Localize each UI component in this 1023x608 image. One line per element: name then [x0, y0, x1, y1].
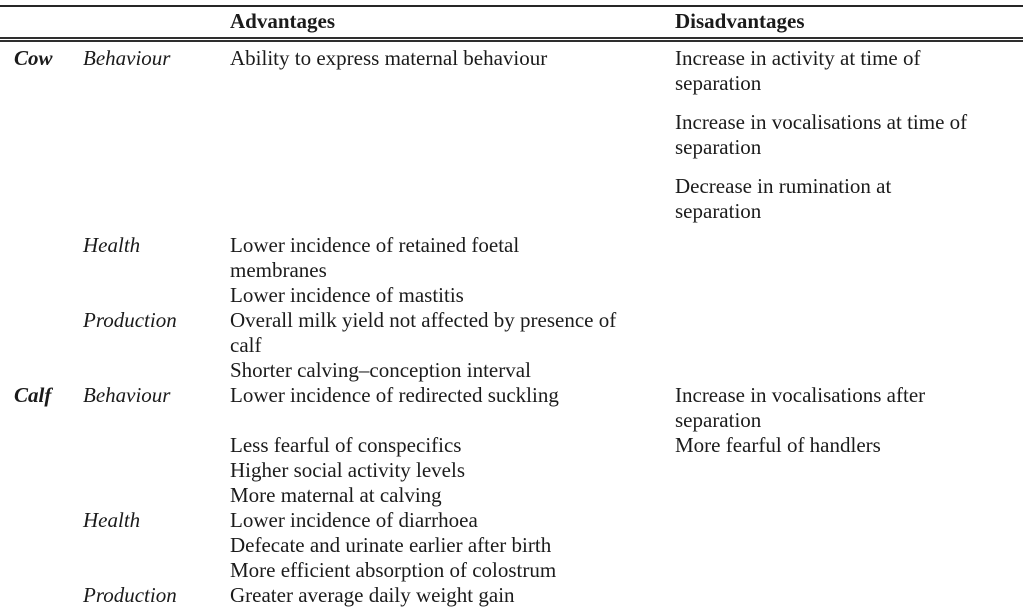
table-row: Production Greater average daily weight g…: [0, 583, 1023, 608]
disadvantage-cell: Increase in activity at time of separati…: [675, 46, 921, 95]
category-cell: [83, 110, 230, 174]
advantage-cell: Defecate and urinate earlier after birth: [230, 533, 552, 557]
header-row: Advantages Disadvantages: [0, 6, 1023, 40]
disadvantage-cell: [675, 483, 1023, 508]
disadvantage-cell: Increase in vocalisations at time of sep…: [675, 110, 968, 159]
group-cell: [0, 583, 83, 608]
category-cell: [83, 558, 230, 583]
category-column-header: [83, 6, 230, 40]
category-cell: Production: [83, 308, 177, 332]
table-row: Less fearful of conspecifics More fearful…: [0, 433, 1023, 458]
table-row: Calf Behaviour Lower incidence of redirect…: [0, 383, 1023, 433]
table-row: Cow Behaviour Ability to express maternal …: [0, 40, 1023, 111]
group-cell: [0, 483, 83, 508]
advantage-cell: Ability to express maternal behaviour: [230, 46, 548, 70]
advantage-cell: Lower incidence of diarrhoea: [230, 508, 478, 532]
table-row: Defecate and urinate earlier after birth: [0, 533, 1023, 558]
table-body: Cow Behaviour Ability to express maternal …: [0, 40, 1023, 608]
category-cell: [83, 283, 230, 308]
table-row: Decrease in rumination at separation: [0, 174, 1023, 233]
category-cell: Behaviour: [83, 383, 171, 407]
group-cell: [0, 533, 83, 558]
advantages-column-header: Advantages: [230, 9, 336, 33]
disadvantages-column-header: Disadvantages: [675, 9, 805, 33]
category-cell: Health: [83, 508, 141, 532]
table-row: Lower incidence of mastitis: [0, 283, 1023, 308]
advantage-cell: Lower incidence of mastitis: [230, 283, 464, 307]
advantage-cell: Overall milk yield not affected by prese…: [230, 308, 617, 357]
group-cell: [0, 283, 83, 308]
advantage-cell: More efficient absorption of colostrum: [230, 558, 557, 582]
group-cell: [0, 110, 83, 174]
disadvantage-cell: Decrease in rumination at separation: [675, 174, 892, 223]
category-cell: [83, 533, 230, 558]
category-cell: [83, 358, 230, 383]
category-cell: Production: [83, 583, 177, 607]
group-cell: [0, 558, 83, 583]
disadvantage-cell: [675, 358, 1023, 383]
category-cell: [83, 458, 230, 483]
advantage-cell: Shorter calving–conception interval: [230, 358, 531, 382]
disadvantage-cell: [675, 233, 1023, 283]
disadvantage-cell: Increase in vocalisations after separati…: [675, 383, 926, 432]
table-header: Advantages Disadvantages: [0, 6, 1023, 40]
group-cell: [0, 433, 83, 458]
advantage-cell: More maternal at calving: [230, 483, 442, 507]
group-column-header: [0, 6, 83, 40]
advantage-cell: Higher social activity levels: [230, 458, 466, 482]
category-cell: [83, 433, 230, 458]
disadvantage-cell: [675, 558, 1023, 583]
disadvantage-cell: [675, 283, 1023, 308]
disadvantage-cell: More fearful of handlers: [675, 433, 881, 457]
disadvantage-cell: [675, 458, 1023, 483]
table-row: More efficient absorption of colostrum: [0, 558, 1023, 583]
table-row: Increase in vocalisations at time of sep…: [0, 110, 1023, 174]
group-cell: Cow: [14, 46, 53, 70]
disadvantage-cell: [675, 583, 1023, 608]
advantage-cell: Greater average daily weight gain: [230, 583, 515, 607]
advantage-cell: Less fearful of conspecifics: [230, 433, 462, 457]
category-cell: Health: [83, 233, 141, 257]
table-row: Production Overall milk yield not affecte…: [0, 308, 1023, 358]
table-row: Health Lower incidence of retained foetal…: [0, 233, 1023, 283]
group-cell: Calf: [14, 383, 52, 407]
table-row: More maternal at calving: [0, 483, 1023, 508]
advantage-cell: [230, 110, 675, 174]
group-cell: [0, 358, 83, 383]
table-row: Shorter calving–conception interval: [0, 358, 1023, 383]
group-cell: [0, 458, 83, 483]
group-cell: [0, 174, 83, 233]
table-row: Higher social activity levels: [0, 458, 1023, 483]
category-cell: [83, 174, 230, 233]
table-row: Health Lower incidence of diarrhoea: [0, 508, 1023, 533]
group-cell: [0, 508, 83, 533]
category-cell: [83, 483, 230, 508]
disadvantage-cell: [675, 533, 1023, 558]
disadvantage-cell: [675, 308, 1023, 358]
advantage-cell: Lower incidence of retained foetal membr…: [230, 233, 520, 282]
advantages-disadvantages-table: Advantages Disadvantages Cow Behaviour Abi…: [0, 5, 1023, 608]
group-cell: [0, 233, 83, 283]
advantage-cell: [230, 174, 675, 233]
disadvantage-cell: [675, 508, 1023, 533]
group-cell: [0, 308, 83, 358]
advantage-cell: Lower incidence of redirected suckling: [230, 383, 559, 407]
category-cell: Behaviour: [83, 46, 171, 70]
